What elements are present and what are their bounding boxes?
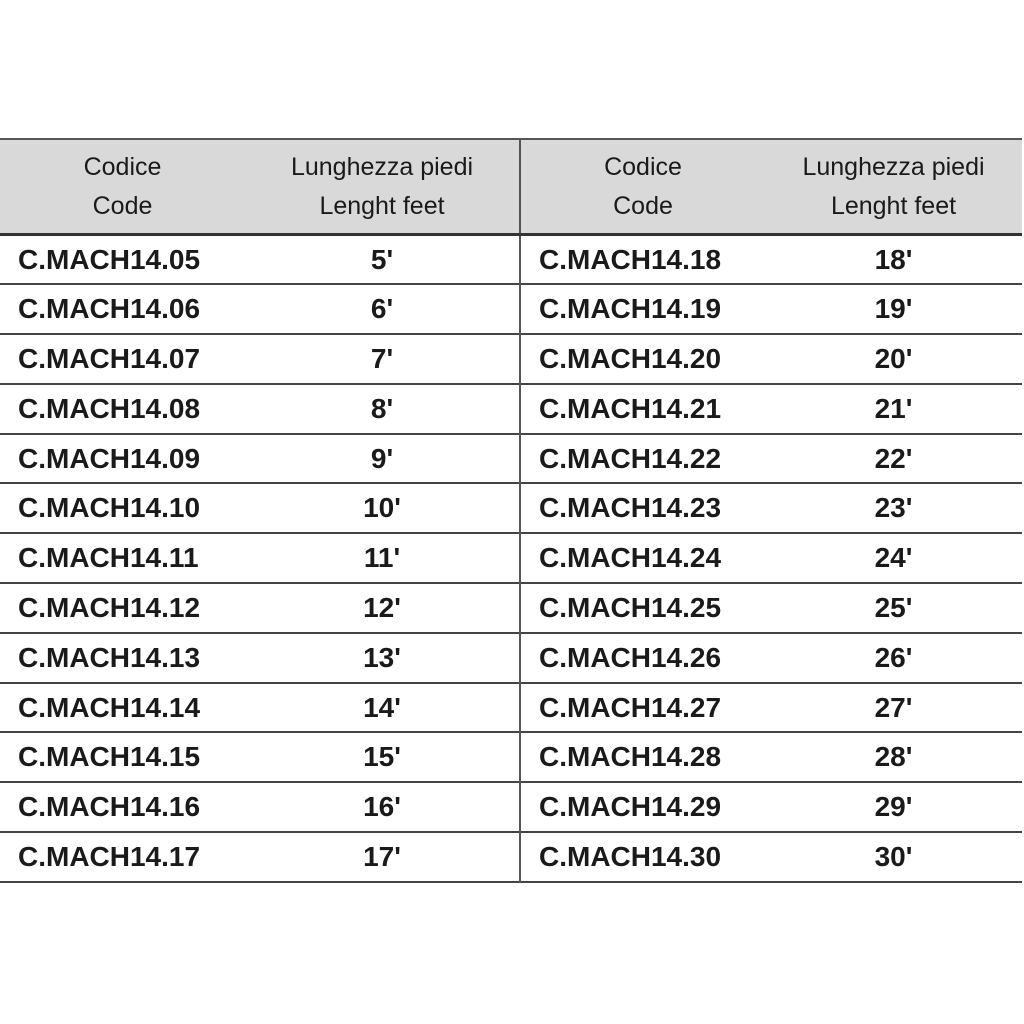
header-row: Codice Code Lunghezza piedi Lenght feet Co…: [0, 139, 1022, 235]
header-length-right: Lunghezza piedi Lenght feet: [765, 139, 1022, 235]
left-len-cell: 5': [370, 243, 394, 275]
left-code-cell: C.MACH14.05: [18, 243, 201, 275]
right-len-cell: 20': [874, 342, 913, 374]
product-code-length-table: Codice Code Lunghezza piedi Lenght feet Co…: [0, 138, 1022, 883]
right-code-cell: C.MACH14.26: [519, 632, 765, 683]
right-code-cell: C.MACH14.29: [519, 782, 765, 833]
right-len-cell: 30': [874, 840, 913, 872]
left-len-cell: 17': [363, 840, 401, 872]
table-row: C.MACH14.11 11' C.MACH14.24 24': [0, 533, 1022, 584]
left-len-cell: 16': [363, 791, 401, 823]
header-code-left: Codice Code: [0, 139, 245, 235]
header-code-it: Codice: [83, 152, 162, 181]
right-len-cell: 23': [874, 492, 913, 524]
right-len-cell: 25': [874, 591, 913, 623]
table-body: C.MACH14.05 5' C.MACH14.18 18' C.MACH14.06 6'…: [0, 234, 1022, 882]
table-row: C.MACH14.12 12' C.MACH14.25 25': [0, 583, 1022, 633]
right-code-cell: C.MACH14.24: [519, 533, 765, 584]
left-code-cell: C.MACH14.15: [18, 741, 201, 773]
header-code-en: Code: [92, 191, 153, 220]
left-code-cell: C.MACH14.12: [18, 591, 201, 623]
table-row: C.MACH14.05 5' C.MACH14.18 18': [0, 234, 1022, 285]
table-row: C.MACH14.16 16' C.MACH14.29 29': [0, 782, 1022, 833]
header-code-en: Code: [613, 191, 673, 220]
left-len-cell: 9': [370, 442, 394, 474]
left-code-cell: C.MACH14.08: [18, 392, 201, 424]
right-len-cell: 26': [874, 641, 913, 673]
left-code-cell: C.MACH14.17: [18, 840, 201, 872]
right-len-cell: 27': [874, 691, 913, 723]
table-row: C.MACH14.17 17' C.MACH14.30 30': [0, 832, 1022, 882]
header-length-it: Lunghezza piedi: [290, 152, 474, 181]
right-code-cell: C.MACH14.28: [519, 732, 765, 783]
table-row: C.MACH14.14 14' C.MACH14.27 27': [0, 682, 1022, 733]
left-code-cell: C.MACH14.13: [18, 641, 201, 673]
table-row: C.MACH14.08 8' C.MACH14.21 21': [0, 383, 1022, 434]
table-row: C.MACH14.15 15' C.MACH14.28 28': [0, 732, 1022, 783]
left-len-cell: 14': [363, 691, 401, 723]
left-code-cell: C.MACH14.06: [18, 293, 201, 325]
left-len-cell: 12': [363, 591, 401, 623]
right-code-cell: C.MACH14.21: [519, 383, 765, 434]
header-length-it: Lunghezza piedi: [802, 152, 985, 181]
right-len-cell: 18': [874, 243, 913, 275]
right-len-cell: 19': [874, 293, 913, 325]
table-row: C.MACH14.10 10' C.MACH14.23 23': [0, 483, 1022, 534]
right-len-cell: 28': [874, 741, 913, 773]
left-len-cell: 7': [370, 342, 394, 374]
left-code-cell: C.MACH14.07: [18, 342, 201, 374]
header-code-right: Codice Code: [519, 139, 765, 235]
right-code-cell: C.MACH14.22: [519, 433, 765, 484]
left-code-cell: C.MACH14.10: [18, 492, 201, 524]
right-len-cell: 29': [874, 791, 913, 823]
right-len-cell: 24': [874, 542, 913, 574]
right-code-cell: C.MACH14.20: [519, 334, 765, 384]
right-code-cell: C.MACH14.19: [519, 284, 765, 335]
left-len-cell: 13': [363, 641, 401, 673]
right-code-cell: C.MACH14.30: [519, 832, 765, 882]
left-len-cell: 15': [363, 741, 401, 773]
table-row: C.MACH14.06 6' C.MACH14.19 19': [0, 284, 1022, 335]
left-len-cell: 6': [370, 293, 394, 325]
right-code-cell: C.MACH14.25: [519, 583, 765, 633]
table-row: C.MACH14.07 7' C.MACH14.20 20': [0, 334, 1022, 384]
header-length-en: Lenght feet: [830, 191, 957, 220]
left-code-cell: C.MACH14.09: [18, 442, 201, 474]
right-len-cell: 21': [874, 392, 913, 424]
header-code-it: Codice: [604, 152, 682, 181]
right-code-cell: C.MACH14.18: [519, 234, 765, 285]
left-len-cell: 8': [370, 392, 394, 424]
product-table-container: Codice Code Lunghezza piedi Lenght feet Co…: [0, 138, 1024, 883]
table-row: C.MACH14.09 9' C.MACH14.22 22': [0, 433, 1022, 484]
right-len-cell: 22': [874, 442, 913, 474]
left-code-cell: C.MACH14.16: [18, 791, 201, 823]
left-code-cell: C.MACH14.14: [18, 691, 201, 723]
left-code-cell: C.MACH14.11: [18, 542, 199, 574]
right-code-cell: C.MACH14.27: [519, 682, 765, 733]
left-len-cell: 11': [363, 542, 401, 574]
left-len-cell: 10': [363, 492, 401, 524]
table-row: C.MACH14.13 13' C.MACH14.26 26': [0, 632, 1022, 683]
header-length-left: Lunghezza piedi Lenght feet: [245, 139, 520, 235]
header-length-en: Lenght feet: [319, 191, 445, 220]
right-code-cell: C.MACH14.23: [519, 483, 765, 534]
